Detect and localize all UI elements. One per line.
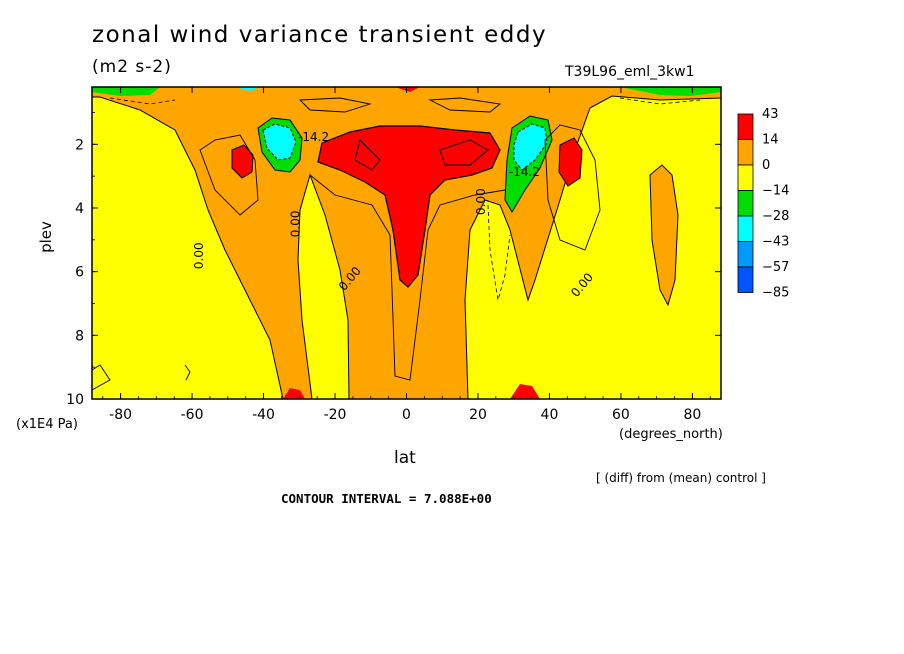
y-axis: 2 4 6 8 10	[66, 112, 721, 408]
x-tick-label: -20	[324, 407, 347, 423]
x-tick-label: 60	[612, 407, 630, 423]
x-tick-label: 40	[541, 407, 559, 423]
x-tick-label: 0	[402, 407, 411, 423]
colorbar-label: 43	[762, 107, 779, 122]
colorbar-swatch	[737, 113, 754, 140]
y-tick-label: 2	[75, 137, 84, 153]
y-axis-label: plev	[36, 221, 55, 253]
contour-label: -14.2	[298, 130, 329, 144]
region-green-top-right	[620, 87, 721, 96]
run-label: T39L96_eml_3kw1	[565, 64, 695, 80]
negative-contours	[109, 97, 701, 301]
y-tick-label: 10	[66, 392, 84, 408]
y-axis-units: (x1E4 Pa)	[16, 417, 78, 432]
region-cyan-sh	[262, 123, 297, 161]
y-tick-label: 6	[75, 265, 84, 281]
x-axis-label: lat	[394, 448, 416, 468]
x-tick-label: 80	[683, 407, 701, 423]
colorbar-label: −57	[762, 260, 789, 275]
colorbar-label: 14	[762, 133, 779, 148]
contour-label: 0.00	[288, 211, 302, 238]
region-green-top	[92, 87, 160, 96]
colorbar-label: −43	[762, 235, 789, 250]
filled-contours	[92, 87, 721, 399]
colorbar-swatch	[737, 215, 754, 242]
y-tick-label: 4	[75, 201, 84, 217]
contour-label: 0.00	[192, 242, 206, 269]
x-axis: -80 -60 -40 -20 0 20 40 60 80	[102, 87, 711, 423]
colorbar: 43 14 0 −14 −28 −43 −57 −85	[737, 107, 789, 301]
contour-label: 0.00	[474, 188, 488, 215]
region-red-nh	[558, 137, 583, 187]
region-red-bottom-nh	[510, 384, 540, 399]
region-red-sh	[231, 144, 254, 179]
chart-units: (m2 s-2)	[92, 57, 172, 77]
colorbar-swatch	[737, 139, 754, 166]
x-tick-label: 20	[469, 407, 487, 423]
y-tick-label: 8	[75, 328, 84, 344]
contour-label: -14.2	[509, 165, 540, 179]
x-tick-label: -40	[252, 407, 275, 423]
colorbar-swatch	[737, 266, 754, 293]
chart-title: zonal wind variance transient eddy	[92, 22, 548, 48]
colorbar-label: 0	[762, 158, 770, 173]
region-cyan-nh	[513, 123, 548, 171]
colorbar-label: −28	[762, 209, 789, 224]
colorbar-swatch	[737, 241, 754, 268]
region-orange-right	[649, 164, 679, 307]
x-tick-label: -80	[109, 407, 132, 423]
x-tick-label: -60	[181, 407, 204, 423]
colorbar-swatch	[737, 190, 754, 217]
contour-lines	[92, 97, 601, 391]
diff-note: [ (diff) from (mean) control ]	[596, 471, 766, 485]
contour-interval: CONTOUR INTERVAL = 7.088E+00	[281, 491, 492, 506]
colorbar-label: −85	[762, 286, 789, 301]
colorbar-swatch	[737, 164, 754, 191]
colorbar-label: −14	[762, 184, 789, 199]
region-cyan-top	[235, 87, 260, 91]
region-red-core	[317, 125, 501, 288]
region-red-top	[395, 87, 420, 92]
x-axis-units: (degrees_north)	[619, 427, 723, 442]
